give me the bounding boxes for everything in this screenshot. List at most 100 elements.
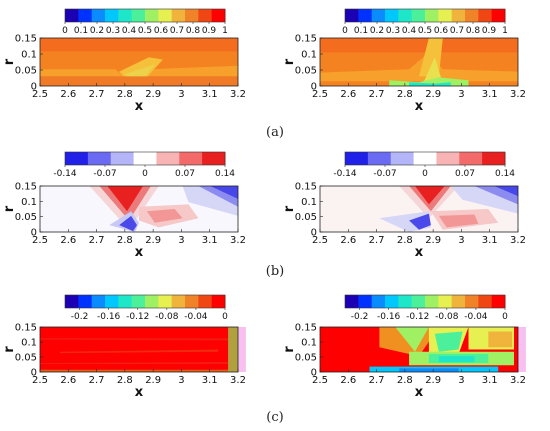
colorbar-swatch [78,295,93,308]
x-tick-label: 3 [458,235,464,246]
colorbar-swatch [491,9,506,22]
panel-label-c: (c) [266,410,284,425]
colorbar-swatch [413,152,437,165]
colorbar-tick-label: -0.2 [71,312,89,322]
colorbar-right-0: 0 0.1 0.2 0.3 0.4 0.5 0.6 0.7 0.8 0.9 1 [342,8,508,36]
contour-region [320,52,518,82]
colorbar-tick-label: 0.8 [466,26,481,36]
colorbar-tick-label: 0.1 [74,26,88,36]
colorbar-tick-label: -0.04 [184,312,208,322]
colorbar-tick-label: -0.2 [351,312,369,322]
x-tick-label: 2.6 [60,89,76,100]
y-tick-label: 0.15 [15,323,37,334]
contour-region [119,215,137,232]
colorbar-swatch [145,9,159,22]
x-tick-label: 2.8 [117,89,133,100]
x-tick-label: 3 [178,89,184,100]
colorbar-swatch [105,9,119,22]
colorbar-tick-label: 0.5 [418,26,432,36]
contour-region [423,57,443,84]
contour-region [320,38,518,53]
colorbar-swatch [198,9,213,22]
y-axis-label: r [2,58,17,65]
contour-region [146,209,183,223]
colorbar-swatch [358,295,373,308]
x-tick-label: 2.5 [312,235,328,246]
y-tick-label: 0.15 [295,323,317,334]
colorbar-swatch [131,9,146,22]
plot-frame [319,37,519,87]
plot-field [40,186,238,232]
colorbar-swatch [185,9,199,22]
contour-region [40,369,238,372]
y-tick-label: 0.1 [301,338,317,349]
colorbar-tick-label: -0.12 [406,312,429,322]
contour-region [518,327,526,372]
y-axis-label: r [2,346,17,353]
colorbar-swatch [491,295,506,308]
colorbar-tick-label: 0.2 [370,26,384,36]
colorbar-swatch [459,152,483,165]
colorbar-swatch [91,295,106,308]
contour-region [40,38,238,52]
x-tick-label: 2.9 [145,89,161,100]
colorbar-right-1: -0.14 -0.07 0 0.07 0.14 [333,151,515,179]
colorbar-tick-label: -0.14 [333,169,357,179]
x-tick-label: 2.6 [340,375,356,386]
x-tick-label: 3.2 [230,235,246,246]
x-tick-label: 2.9 [425,375,441,386]
colorbar-tick-label: -0.08 [435,312,459,322]
colorbar-swatch [385,295,399,308]
contour-region [399,368,459,372]
y-tick-label: 0.1 [301,50,317,61]
y-tick-label: 0.05 [15,353,37,364]
colorbar-swatch [385,9,399,22]
colorbar-left-1: -0.14 -0.07 0 0.07 0.14 [53,151,235,179]
y-tick-label: 0.15 [295,182,317,193]
plot-field [40,327,246,372]
colorbar-swatch [436,152,460,165]
contour-region [409,82,451,86]
x-tick-label: 3.1 [482,375,498,386]
contour-region [40,76,238,86]
y-tick-label: 0.05 [295,66,317,77]
x-tick-label: 3 [178,375,184,386]
colorbar-swatch [478,295,493,308]
colorbar-swatch [451,295,466,308]
x-tick-label: 2.9 [425,89,441,100]
y-tick-label: 0 [31,368,37,379]
colorbar-swatch [425,9,439,22]
colorbar-tick-label: -0.07 [373,169,396,179]
x-axis-label: x [135,385,144,400]
colorbar-tick-label: 0.14 [215,169,235,179]
colorbar-tick-label: 0 [222,312,228,322]
colorbar-swatch [438,295,453,308]
x-tick-label: 2.8 [397,375,413,386]
colorbar-tick-label: -0.12 [126,312,149,322]
x-axis-label: x [415,99,424,114]
y-axis-label: r [282,346,297,353]
y-axis-label: r [282,58,297,65]
contour-region [59,349,219,354]
colorbar-tick-label: 0.7 [450,26,464,36]
colorbar-swatch [345,152,369,165]
x-tick-label: 2.9 [145,235,161,246]
colorbar-swatch [345,9,359,22]
colorbar-tick-label: 0.6 [434,26,449,36]
colorbar-swatch [185,295,199,308]
x-tick-label: 2.5 [312,375,328,386]
colorbar-swatch [91,9,106,22]
x-tick-label: 2.7 [369,235,385,246]
x-tick-label: 3.2 [510,89,526,100]
y-tick-label: 0.15 [295,34,317,45]
colorbar-swatch [171,9,186,22]
colorbar-swatch [211,295,226,308]
colorbar-swatch [158,9,173,22]
x-tick-label: 2.5 [32,89,48,100]
plot-a-left: 2.5 2.6 2.7 2.8 2.9 3 3.1 3.2 0 0.05 0.1 0.15 x r [2,34,246,115]
colorbar-tick-label: 0 [142,169,148,179]
x-tick-label: 2.5 [32,375,48,386]
colorbar-swatch [65,295,79,308]
y-tick-label: 0.1 [21,338,37,349]
colorbar-swatch [465,295,479,308]
